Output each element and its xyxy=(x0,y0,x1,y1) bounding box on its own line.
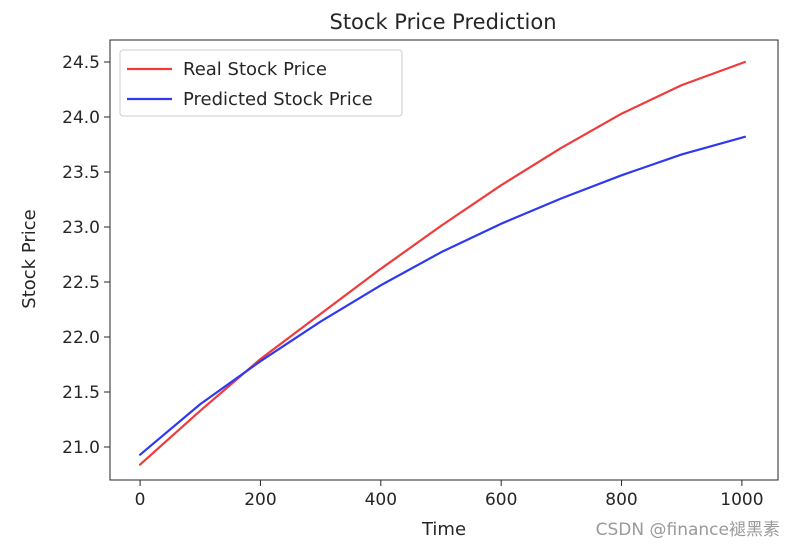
series-layer xyxy=(139,60,747,466)
chart-title: Stock Price Prediction xyxy=(329,10,556,34)
y-axis-label: Stock Price xyxy=(19,209,40,308)
y-axis: 21.0 21.5 22.0 22.5 23.0 23.5 24.0 24.5 xyxy=(62,53,110,458)
legend-box xyxy=(119,49,403,117)
x-tick-label: 400 xyxy=(365,490,397,510)
legend: Real Stock Price Predicted Stock Price xyxy=(119,49,403,117)
x-axis-label: Time xyxy=(421,519,466,540)
y-tick-label: 22.0 xyxy=(62,328,100,348)
legend-label: Real Stock Price xyxy=(183,59,327,80)
x-tick-label: 600 xyxy=(485,490,517,510)
x-axis: 0 200 400 600 800 1000 xyxy=(135,480,764,510)
x-tick-label: 800 xyxy=(605,490,637,510)
legend-label: Predicted Stock Price xyxy=(183,89,373,110)
y-tick-label: 24.0 xyxy=(62,108,100,128)
watermark: CSDN @finance褪黑素 xyxy=(595,520,780,540)
y-tick-label: 24.5 xyxy=(62,53,100,73)
y-tick-label: 23.0 xyxy=(62,218,100,238)
x-tick-label: 1000 xyxy=(720,490,763,510)
x-tick-label: 0 xyxy=(135,490,146,510)
series-line-1 xyxy=(139,135,747,456)
y-tick-label: 22.5 xyxy=(62,273,100,293)
x-tick-label: 200 xyxy=(244,490,276,510)
y-tick-label: 23.5 xyxy=(62,163,100,183)
y-tick-label: 21.0 xyxy=(62,438,100,458)
y-tick-label: 21.5 xyxy=(62,383,100,403)
